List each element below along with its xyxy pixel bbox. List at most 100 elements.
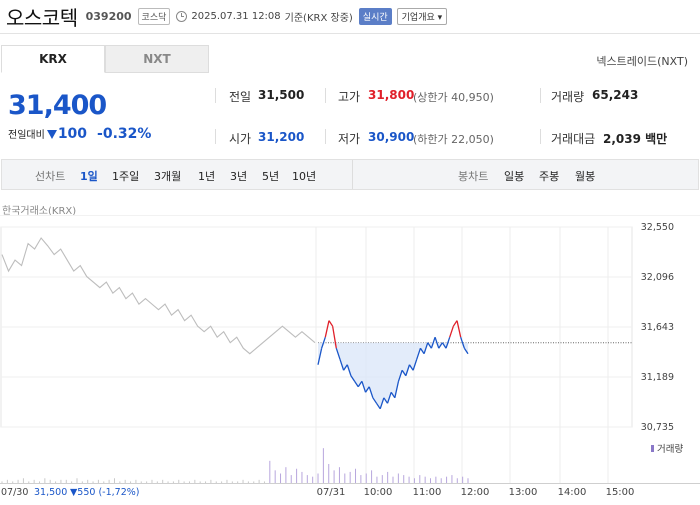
series-today-segment	[401, 369, 407, 377]
series-today-segment	[335, 348, 341, 360]
series-today-segment	[463, 347, 469, 355]
period-weekly[interactable]: 주봉	[539, 170, 560, 183]
series-today-segment	[460, 336, 465, 349]
series-today-segment	[357, 380, 363, 388]
series-today-segment	[350, 375, 356, 382]
open-value: 31,200	[258, 130, 305, 144]
series-today-segment	[408, 364, 414, 371]
series-today-segment	[419, 347, 425, 355]
series-today-segment	[405, 364, 411, 376]
line-chart-label: 선차트	[35, 170, 66, 183]
x-tick-label: 12:00	[461, 487, 490, 498]
realtime-badge: 실시간	[358, 7, 392, 25]
y-tick-label: 31,189	[641, 372, 674, 383]
series-today-segment	[339, 359, 345, 371]
series-today-segment	[394, 381, 400, 398]
tab-krx[interactable]: KRX	[1, 45, 105, 73]
series-today-segment	[331, 326, 337, 349]
series-today-segment	[361, 381, 367, 393]
series-today-segment	[368, 386, 374, 399]
basis-text: 기준(KRX 장중)	[284, 12, 353, 24]
period-3y[interactable]: 3년	[230, 170, 248, 183]
period-daily[interactable]: 일봉	[504, 170, 525, 183]
exchange-label: 한국거래소(KRX)	[2, 206, 77, 217]
series-today-segment	[412, 359, 418, 371]
volume-legend-swatch	[651, 445, 654, 452]
series-today-segment	[324, 320, 330, 338]
x-tick-label: 14:00	[558, 487, 587, 498]
high-value: 31,800	[368, 88, 415, 102]
x-tick-label: 15:00	[606, 487, 635, 498]
y-tick-label: 30,735	[641, 422, 674, 433]
change-percent: -0.32%	[97, 126, 152, 142]
volume-label: 거래량	[551, 90, 585, 104]
y-tick-label: 32,096	[641, 272, 674, 283]
period-divider	[352, 160, 353, 189]
footer-date: 07/30	[1, 487, 28, 498]
upper-limit: (상한가 40,950)	[413, 91, 494, 104]
lower-limit: (하한가 22,050)	[413, 133, 494, 146]
period-1d[interactable]: 1일	[80, 170, 98, 183]
tab-nxt[interactable]: NXT	[105, 45, 209, 73]
series-today-segment	[438, 342, 443, 349]
series-today-area	[318, 342, 468, 409]
series-today-segment	[383, 397, 389, 404]
high-label: 고가	[338, 90, 361, 104]
period-bar: 선차트 1일 1주일 3개월 1년 3년 5년 10년 봉차트 일봉 주봉 월봉	[1, 159, 699, 190]
series-today-segment	[343, 364, 348, 371]
series-today-segment	[427, 342, 432, 349]
stock-code: 039200	[85, 9, 132, 23]
stock-name: 오스코텍	[6, 5, 78, 30]
divider	[215, 88, 216, 103]
series-today-segment	[372, 397, 378, 404]
divider	[325, 129, 326, 144]
header-divider	[0, 33, 700, 34]
down-triangle-icon	[46, 130, 57, 139]
period-5y[interactable]: 5년	[262, 170, 280, 183]
series-today-segment	[441, 342, 447, 349]
amount-label: 거래대금	[551, 132, 596, 146]
clock-icon	[176, 10, 188, 22]
series-prev-day-line	[1, 237, 316, 355]
current-price: 31,400	[8, 90, 107, 121]
nextrade-link[interactable]: 넥스트레이드(NXT)	[596, 55, 688, 68]
y-tick-label: 32,550	[641, 222, 674, 233]
x-tick-label: 13:00	[509, 487, 538, 498]
market-tabs: KRX NXT	[1, 45, 209, 73]
company-overview-button[interactable]: 기업개요 ▾	[396, 7, 448, 25]
x-tick-label: 10:00	[364, 487, 393, 498]
price-chart[interactable]: 32,550 32,096 31,643 31,189 30,735 거래량 07/31 10…	[0, 215, 700, 505]
footer-change: ▼550 (-1,72%)	[70, 487, 139, 498]
x-tick-label: 11:00	[413, 487, 442, 498]
series-today-segment	[434, 336, 440, 349]
volume-value: 65,243	[592, 88, 639, 102]
period-monthly[interactable]: 월봉	[575, 170, 596, 183]
change-row: 전일대비 100 -0.32%	[8, 126, 151, 142]
low-value: 30,900	[368, 130, 415, 144]
series-today-segment	[346, 364, 352, 376]
divider	[540, 88, 541, 103]
series-today-segment	[423, 342, 429, 354]
period-3m[interactable]: 3개월	[154, 170, 182, 183]
series-today-segment	[430, 336, 436, 349]
volume-legend-label: 거래량	[657, 443, 683, 455]
x-tick-label: 07/31	[317, 487, 346, 498]
series-today-segment	[397, 370, 403, 382]
stock-header: 오스코텍 039200 코스닥 2025.07.31 12:08 기준(KRX …	[0, 0, 700, 32]
series-today-segment	[375, 402, 381, 410]
series-today-segment	[386, 392, 392, 404]
prev-close-value: 31,500	[258, 88, 305, 102]
period-10y[interactable]: 10년	[292, 170, 317, 183]
series-today-segment	[321, 336, 326, 349]
amount-value: 2,039 백만	[603, 132, 668, 146]
y-tick-label: 31,643	[641, 322, 674, 333]
period-1y[interactable]: 1년	[198, 170, 216, 183]
low-label: 저가	[338, 132, 361, 146]
divider	[325, 88, 326, 103]
open-label: 시가	[229, 132, 252, 146]
footer-price: 31,500	[34, 487, 67, 498]
candle-chart-label: 봉차트	[458, 170, 489, 183]
period-1w[interactable]: 1주일	[112, 170, 140, 183]
series-today-segment	[445, 336, 451, 349]
series-today-segment	[390, 391, 396, 399]
